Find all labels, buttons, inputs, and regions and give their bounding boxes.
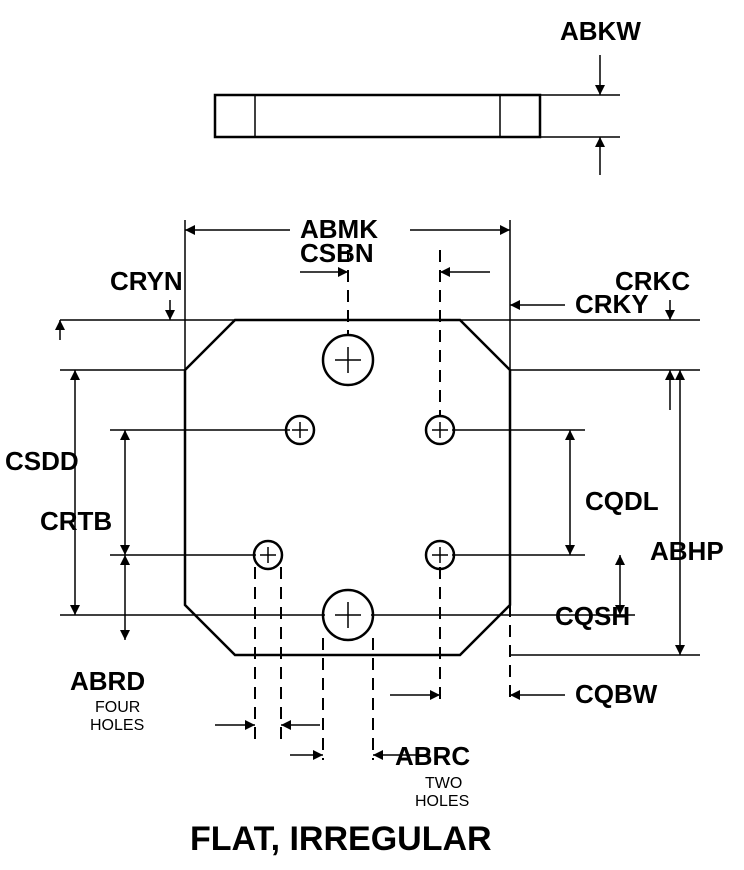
drawing-title: FLAT, IRREGULAR [190,820,492,858]
big-hole-top [323,335,373,385]
small-hole-1 [286,416,314,444]
label-cqsh: CQSH [555,601,630,631]
big-hole-bottom [323,590,373,640]
label-abrc-sub1: TWO [425,775,462,792]
front-view [185,320,510,655]
label-abrc: ABRC [395,741,470,771]
label-abrc-sub2: HOLES [415,793,469,810]
label-csdd: CSDD [5,446,79,476]
label-csbn: CSBN [300,238,374,268]
engineering-drawing: ABKW [0,0,744,870]
dim-abhp: ABHP [650,370,724,655]
small-hole-3 [254,541,282,569]
dim-cryn: CRYN [110,266,183,320]
label-crky: CRKY [575,289,649,319]
label-abkw: ABKW [560,16,641,46]
top-view [215,95,540,137]
dim-crky: CRKY [510,289,649,319]
label-abhp: ABHP [650,536,724,566]
label-crtb: CRTB [40,506,112,536]
dim-csbn: CSBN [300,238,490,416]
label-cqbw: CQBW [575,679,658,709]
dim-cqbw: CQBW [390,567,658,709]
label-abrd-sub2: HOLES [90,717,144,734]
dim-csdd: CSDD [5,370,325,615]
label-cryn: CRYN [110,266,183,296]
label-abrd: ABRD [70,666,145,696]
dim-abkw: ABKW [540,16,641,175]
dim-cqdl: CQDL [570,430,659,555]
label-abrd-sub1: FOUR [95,699,140,716]
dim-abrd: ABRD FOUR HOLES [70,567,320,740]
small-hole-2 [426,416,454,444]
dim-abrc: ABRC TWO HOLES [290,638,470,810]
dim-cqsh: CQSH [555,555,630,631]
label-cqdl: CQDL [585,486,659,516]
small-hole-4 [426,541,454,569]
